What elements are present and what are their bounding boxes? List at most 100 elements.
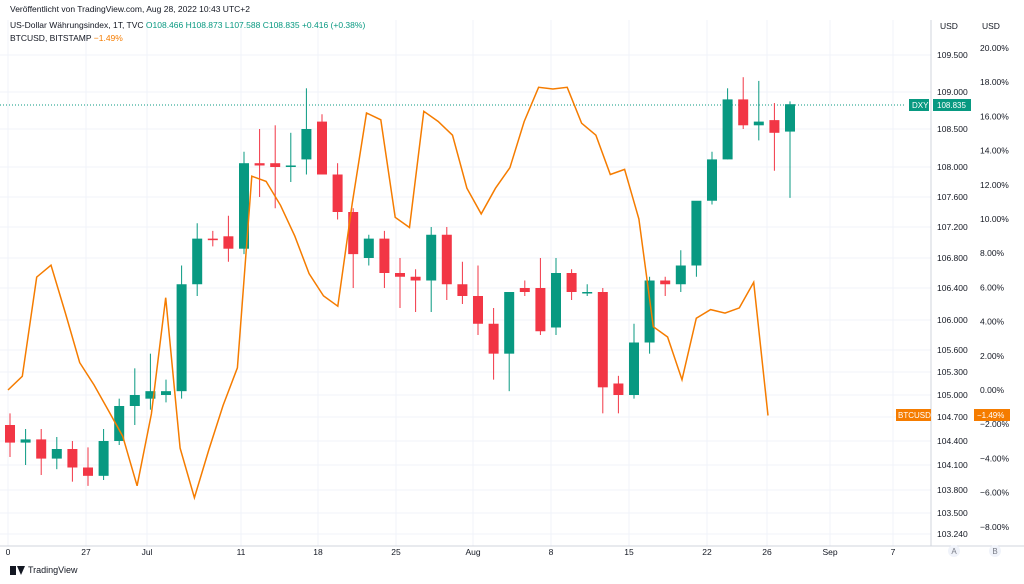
dxy-close: C108.835 — [262, 20, 300, 30]
dxy-tick-label: 104.100 — [937, 460, 968, 470]
dxy-candle — [426, 227, 437, 312]
dxy-candle — [441, 227, 452, 300]
dxy-candle — [161, 379, 171, 403]
btc-badge-label: BTCUSD — [898, 411, 931, 420]
btc-axis[interactable]: 20.00% 18.00% 16.00% 14.00% 12.00% 10.00% 8.00… — [980, 43, 1010, 532]
dxy-low: L107.588 — [224, 20, 261, 30]
btc-badge-value: −1.49% — [977, 411, 1004, 420]
published-line: Veröffentlicht von TradingView.com, Aug … — [10, 4, 250, 14]
dxy-candle — [473, 265, 483, 335]
dxy-tick-label: 107.600 — [937, 192, 968, 202]
btc-tick-label: 14.00% — [980, 146, 1009, 156]
btc-tick-label: −2.00% — [980, 419, 1010, 429]
btc-tick-label: −8.00% — [980, 522, 1010, 532]
btc-tick-label: 8.00% — [980, 248, 1005, 258]
dxy-candle — [270, 125, 281, 209]
dxy-candle — [660, 276, 671, 296]
dxy-candle — [207, 230, 218, 247]
time-axis[interactable]: 0 27 Jul 11 18 25 Aug 8 15 22 26 Sep 7 — [6, 547, 896, 557]
dxy-tick-label: 106.800 — [937, 253, 968, 263]
btc-tick-label: 2.00% — [980, 351, 1005, 361]
dxy-high: H108.873 — [185, 20, 223, 30]
dxy-candle — [145, 353, 156, 410]
dxy-tick-label: 103.500 — [937, 508, 968, 518]
scale-button-a-label: A — [951, 547, 957, 556]
dxy-candle — [83, 447, 93, 486]
dxy-candle — [785, 101, 795, 198]
dxy-candle — [644, 276, 655, 354]
dxy-candle — [67, 441, 78, 482]
btc-tick-label: −6.00% — [980, 488, 1010, 498]
dxy-tick-label: 103.800 — [937, 485, 968, 495]
time-tick-label: 0 — [6, 547, 11, 557]
dxy-candle — [675, 250, 686, 292]
btc-legend-name: BTCUSD, BITSTAMP — [10, 33, 92, 43]
time-tick-label: 11 — [237, 547, 246, 557]
dxy-candle — [5, 413, 15, 457]
time-tick-label: 8 — [549, 547, 554, 557]
btc-tick-label: 4.00% — [980, 317, 1005, 327]
scale-button-b[interactable]: B — [989, 545, 1001, 557]
dxy-axis[interactable]: 109.500 109.000 108.500 108.000 107.600 107.2… — [937, 50, 968, 539]
dxy-candle — [753, 80, 764, 141]
dxy-candles — [5, 77, 795, 486]
dxy-candle — [379, 230, 390, 288]
dxy-open: O108.466 — [145, 20, 184, 30]
btc-tick-label: 10.00% — [980, 214, 1009, 224]
btc-change: −1.49% — [93, 33, 123, 43]
btc-tick-label: 6.00% — [980, 282, 1005, 292]
dxy-tick-label: 105.600 — [937, 345, 968, 355]
dxy-candle — [597, 288, 608, 414]
dxy-candle — [722, 88, 733, 160]
scale-button-a[interactable]: A — [948, 545, 960, 557]
dxy-candle — [332, 163, 343, 220]
dxy-candle — [457, 261, 468, 304]
dxy-candle — [20, 429, 31, 465]
time-tick-label: Aug — [465, 547, 480, 557]
dxy-badge: DXY 108.835 — [909, 99, 971, 111]
dxy-tick-label: 109.000 — [937, 87, 968, 97]
dxy-tick-label: 104.700 — [937, 412, 968, 422]
dxy-tick-label: 103.240 — [937, 529, 968, 539]
dxy-candle — [98, 429, 109, 480]
dxy-candle — [254, 129, 265, 197]
dxy-badge-value: 108.835 — [937, 101, 966, 110]
dxy-candle — [348, 208, 359, 288]
time-tick-label: 25 — [391, 547, 401, 557]
dxy-tick-label: 109.500 — [937, 50, 968, 60]
dxy-candle — [488, 308, 499, 380]
dxy-candle — [566, 269, 577, 300]
scale-button-b-label: B — [992, 547, 997, 556]
btc-tick-label: 12.00% — [980, 180, 1009, 190]
dxy-change: +0.416 (+0.38%) — [301, 20, 366, 30]
dxy-candle — [239, 151, 249, 255]
dxy-candle — [629, 323, 639, 399]
dxy-candle — [176, 265, 187, 399]
time-tick-label: 15 — [624, 547, 634, 557]
dxy-tick-label: 105.000 — [937, 390, 968, 400]
btc-series-line — [7, 86, 769, 501]
dxy-candle — [192, 223, 203, 296]
dxy-badge-label: DXY — [912, 101, 929, 110]
time-tick-label: Sep — [822, 547, 837, 557]
btc-tick-label: −4.00% — [980, 453, 1010, 463]
btc-tick-label: 0.00% — [980, 385, 1005, 395]
dxy-legend: US-Dollar Währungsindex, 1T, TVC O108.46… — [10, 20, 365, 30]
dxy-candle — [410, 269, 421, 312]
btc-tick-label: 18.00% — [980, 77, 1009, 87]
dxy-legend-name: US-Dollar Währungsindex, 1T, TVC — [10, 20, 144, 30]
dxy-tick-label: 108.000 — [937, 162, 968, 172]
dxy-tick-label: 104.400 — [937, 436, 968, 446]
dxy-candle — [301, 88, 312, 175]
dxy-tick-label: 106.000 — [937, 315, 968, 325]
dxy-candle — [707, 151, 717, 205]
dxy-candle — [504, 292, 515, 392]
dxy-candle — [535, 258, 546, 335]
time-tick-label: Jul — [142, 547, 153, 557]
btc-badge: BTCUSD −1.49% — [896, 409, 1010, 421]
grid — [0, 20, 931, 546]
dxy-candle — [582, 284, 593, 296]
dxy-candle — [519, 280, 530, 296]
dxy-candle — [36, 429, 47, 475]
